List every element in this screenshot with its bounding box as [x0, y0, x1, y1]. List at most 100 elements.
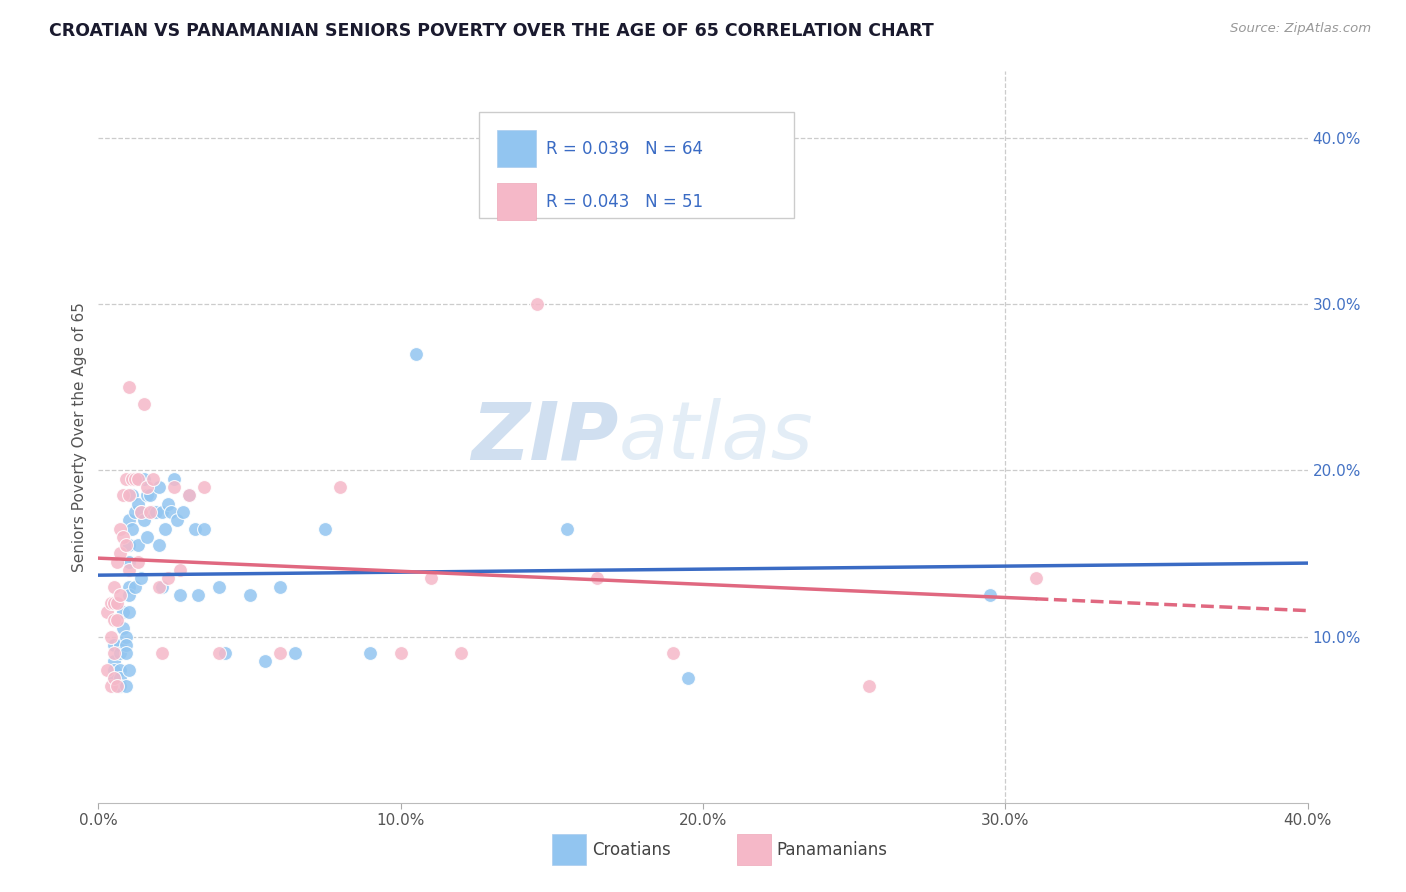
Point	[586, 571, 609, 585]
Point	[103, 646, 125, 660]
Point	[132, 513, 155, 527]
Point	[114, 638, 136, 652]
Point	[1024, 571, 1046, 585]
Point	[114, 630, 136, 644]
Point	[420, 571, 443, 585]
Point	[105, 555, 128, 569]
Point	[142, 472, 165, 486]
Point	[163, 480, 186, 494]
Point	[118, 488, 141, 502]
Text: R = 0.039   N = 64: R = 0.039 N = 64	[546, 140, 703, 158]
Point	[124, 505, 146, 519]
Point	[96, 605, 118, 619]
Point	[108, 588, 131, 602]
Point	[103, 671, 125, 685]
Point	[163, 472, 186, 486]
Point	[108, 638, 131, 652]
Point	[148, 538, 170, 552]
Text: atlas: atlas	[619, 398, 813, 476]
Point	[208, 580, 231, 594]
Point	[121, 472, 143, 486]
Point	[135, 488, 157, 502]
FancyBboxPatch shape	[498, 184, 536, 220]
Point	[172, 505, 194, 519]
Point	[100, 680, 122, 694]
Point	[153, 521, 176, 535]
Point	[100, 596, 122, 610]
Point	[108, 646, 131, 660]
Point	[118, 538, 141, 552]
Point	[132, 472, 155, 486]
Text: Panamanians: Panamanians	[776, 840, 887, 859]
Point	[129, 505, 152, 519]
Point	[676, 671, 699, 685]
Point	[111, 488, 134, 502]
Point	[103, 638, 125, 652]
Point	[269, 580, 291, 594]
Point	[160, 505, 183, 519]
Point	[184, 521, 207, 535]
Text: Source: ZipAtlas.com: Source: ZipAtlas.com	[1230, 22, 1371, 36]
Point	[121, 521, 143, 535]
Point	[118, 513, 141, 527]
Point	[139, 505, 162, 519]
Point	[108, 521, 131, 535]
Y-axis label: Seniors Poverty Over the Age of 65: Seniors Poverty Over the Age of 65	[72, 302, 87, 572]
Point	[156, 497, 179, 511]
FancyBboxPatch shape	[498, 130, 536, 167]
Point	[108, 546, 131, 560]
Point	[150, 580, 173, 594]
Point	[118, 580, 141, 594]
Point	[139, 488, 162, 502]
Text: Croatians: Croatians	[592, 840, 671, 859]
Point	[103, 655, 125, 669]
Point	[96, 663, 118, 677]
Point	[114, 646, 136, 660]
Point	[253, 655, 276, 669]
FancyBboxPatch shape	[737, 834, 770, 865]
Point	[103, 596, 125, 610]
Text: R = 0.043   N = 51: R = 0.043 N = 51	[546, 193, 703, 211]
Point	[329, 480, 352, 494]
Point	[360, 646, 382, 660]
Point	[166, 513, 188, 527]
FancyBboxPatch shape	[479, 112, 793, 218]
Point	[135, 530, 157, 544]
Point	[129, 505, 152, 519]
Point	[114, 680, 136, 694]
Point	[100, 630, 122, 644]
Text: ZIP: ZIP	[471, 398, 619, 476]
Point	[111, 530, 134, 544]
Point	[103, 671, 125, 685]
Point	[114, 538, 136, 552]
Point	[118, 605, 141, 619]
Point	[179, 488, 201, 502]
Point	[118, 555, 141, 569]
Point	[118, 380, 141, 394]
Point	[105, 613, 128, 627]
Point	[118, 663, 141, 677]
Point	[150, 646, 173, 660]
Point	[979, 588, 1001, 602]
Point	[103, 580, 125, 594]
Point	[127, 555, 149, 569]
Point	[124, 580, 146, 594]
Point	[661, 646, 683, 660]
Point	[284, 646, 307, 660]
Point	[169, 588, 191, 602]
Point	[187, 588, 209, 602]
Point	[124, 472, 146, 486]
Point	[111, 621, 134, 635]
Point	[148, 480, 170, 494]
Point	[103, 663, 125, 677]
Point	[132, 397, 155, 411]
Point	[114, 472, 136, 486]
Point	[193, 480, 215, 494]
Point	[239, 588, 262, 602]
Point	[450, 646, 472, 660]
Point	[142, 505, 165, 519]
Point	[118, 588, 141, 602]
Point	[108, 663, 131, 677]
Point	[108, 680, 131, 694]
Point	[148, 580, 170, 594]
